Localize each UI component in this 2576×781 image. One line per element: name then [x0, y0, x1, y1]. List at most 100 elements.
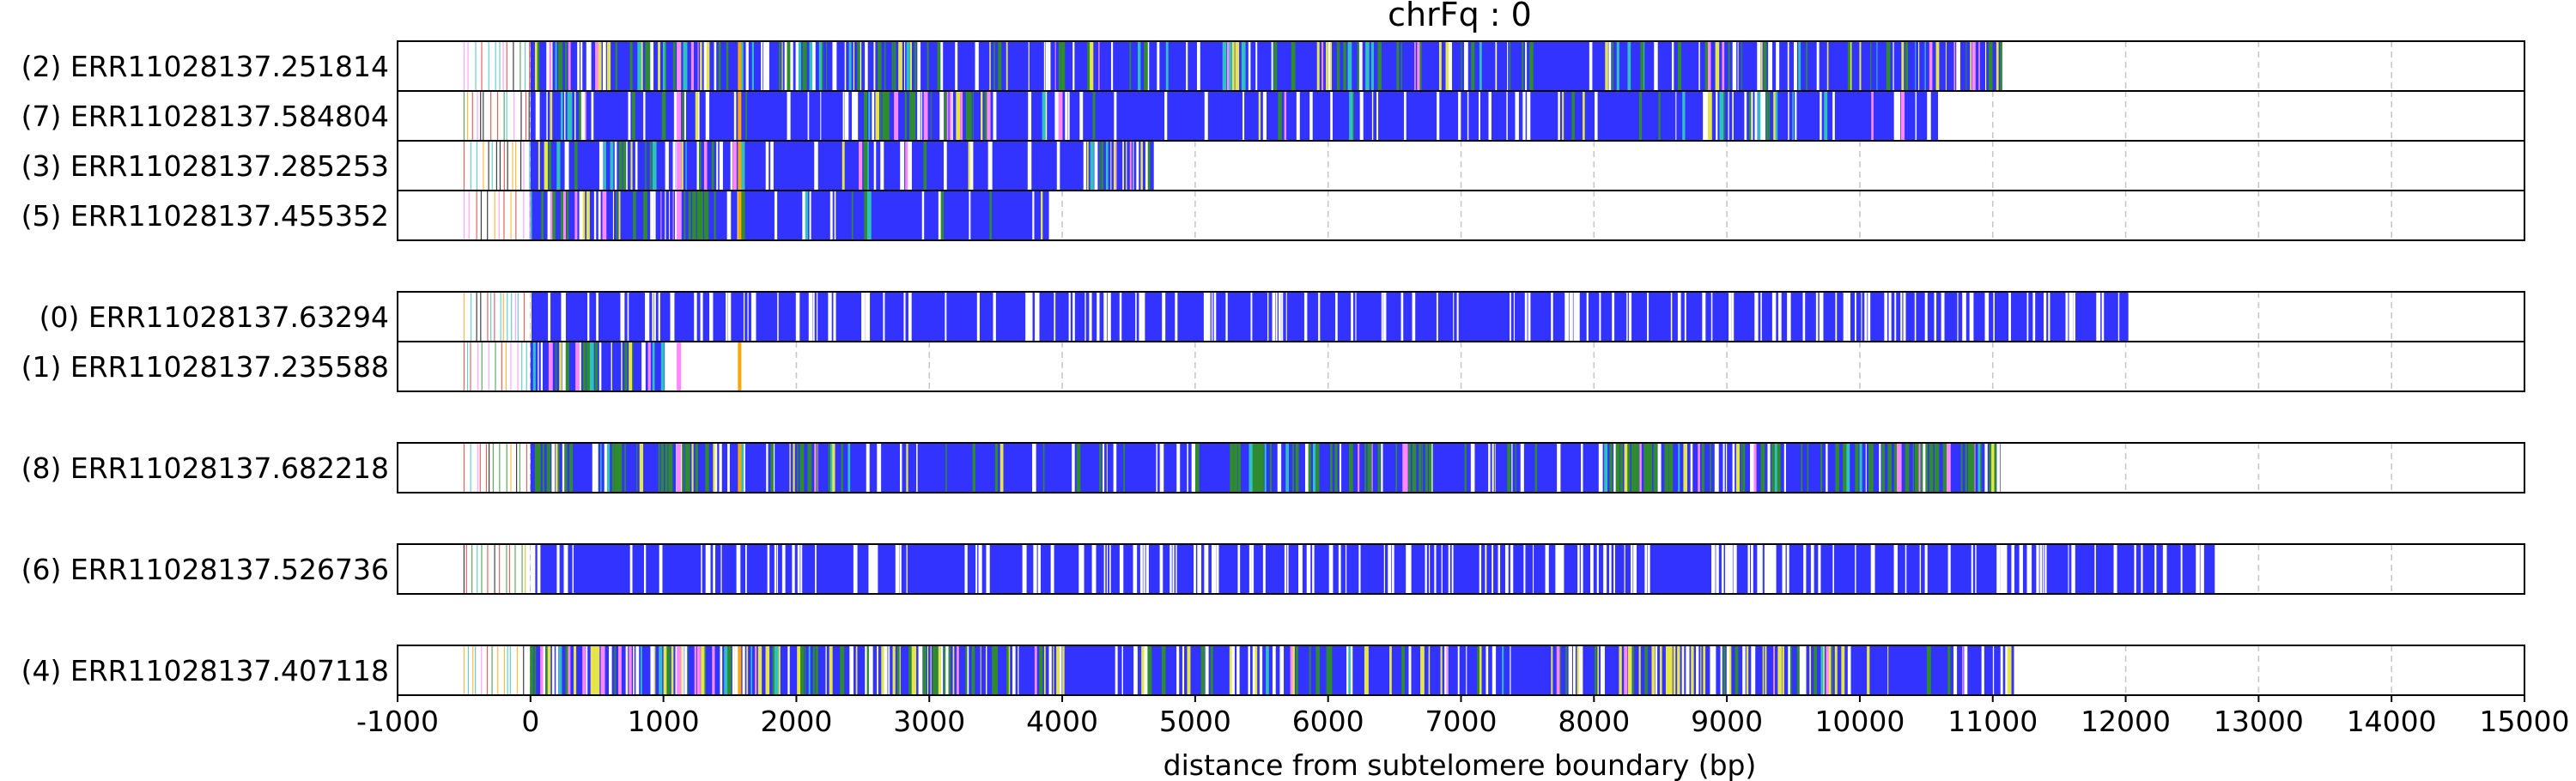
- track-mark: [1732, 91, 1734, 141]
- track-mark: [1291, 41, 1296, 91]
- track-mark: [1637, 443, 1640, 493]
- track-mark: [1777, 443, 1781, 493]
- track-mark: [969, 191, 971, 240]
- track-mark: [537, 544, 541, 594]
- track-mark: [899, 443, 902, 493]
- track-mark: [882, 91, 887, 141]
- track-mark: [989, 41, 991, 91]
- track-mark: [833, 292, 836, 342]
- track-mark: [1106, 443, 1108, 493]
- track-mark: [1900, 91, 1905, 141]
- track-mark: [1681, 645, 1685, 695]
- track-mark: [1471, 41, 1475, 91]
- track-mark: [1741, 41, 1742, 91]
- track-mark: [1989, 443, 1993, 493]
- track-mark: [1065, 91, 1068, 141]
- track-mark: [799, 443, 805, 493]
- track-mark: [945, 645, 949, 695]
- track-mark: [1414, 41, 1416, 91]
- track-mark: [653, 191, 656, 240]
- track-mark: [532, 342, 536, 391]
- track-mark: [1488, 91, 1492, 141]
- track-mark: [533, 544, 536, 594]
- track-mark: [2065, 292, 2069, 342]
- track-mark: [744, 443, 745, 493]
- track-mark: [1746, 645, 1749, 695]
- track-mark: [598, 141, 604, 191]
- track-mark: [1326, 41, 1328, 91]
- track-mark: [659, 544, 663, 594]
- track-mark: [1855, 443, 1859, 493]
- track-mark: [937, 41, 941, 91]
- track-mark: [586, 342, 592, 391]
- track-mark: [1159, 443, 1164, 493]
- track-mark: [600, 443, 602, 493]
- track-mark: [699, 191, 703, 240]
- track-mark: [732, 645, 735, 695]
- track-mark: [1036, 292, 1040, 342]
- track-mark: [672, 191, 674, 240]
- track-mark: [914, 645, 917, 695]
- track-mark: [548, 342, 553, 391]
- track-mark: [1569, 292, 1573, 342]
- track-mark: [1957, 292, 1959, 342]
- track-mark: [561, 292, 565, 342]
- track-mark: [1419, 443, 1422, 493]
- track-mark: [1133, 544, 1138, 594]
- track-mark: [1428, 645, 1431, 695]
- track-mark: [754, 292, 756, 342]
- track-mark: [1492, 544, 1494, 594]
- track-mark: [917, 41, 920, 91]
- track-mark: [602, 191, 607, 240]
- track-mark: [1670, 292, 1673, 342]
- track-mark: [698, 141, 702, 191]
- track-mark: [1789, 645, 1792, 695]
- track-mark: [1113, 443, 1117, 493]
- plot-area: (2) ERR11028137.251814 (7) ERR11028137.58…: [21, 40, 2569, 738]
- track-mark: [1577, 645, 1580, 695]
- track-mark: [1704, 41, 1710, 91]
- track-mark: [1364, 645, 1369, 695]
- read-label: (3) ERR11028137.285253: [21, 149, 389, 183]
- track-mark: [908, 141, 912, 191]
- track-mark: [1710, 443, 1711, 493]
- track-mark: [930, 91, 932, 141]
- track-mark: [629, 645, 632, 695]
- track-mark: [669, 191, 671, 240]
- track-mark: [1005, 41, 1008, 91]
- track-mark: [807, 443, 812, 493]
- track-mark: [707, 41, 710, 91]
- track-mark: [1510, 292, 1511, 342]
- track-mark: [677, 91, 682, 141]
- track-mark: [624, 342, 628, 391]
- track-mark: [1429, 443, 1433, 493]
- track-mark: [1558, 91, 1560, 141]
- track-mark: [1259, 645, 1263, 695]
- track-mark: [696, 191, 701, 240]
- track-mark: [1248, 645, 1250, 695]
- track-mark: [1575, 292, 1580, 342]
- track-mark: [1626, 292, 1628, 342]
- read-track: (4) ERR11028137.407118: [21, 645, 2525, 696]
- track-mark: [565, 41, 568, 91]
- track-mark: [899, 645, 901, 695]
- track-mark: [1677, 645, 1680, 695]
- track-mark: [2196, 544, 2200, 594]
- track-mark: [1653, 443, 1658, 493]
- track-mark: [1022, 544, 1027, 594]
- track-mark: [1978, 41, 1980, 91]
- track-mark: [1751, 645, 1756, 695]
- track-mark: [586, 191, 590, 240]
- track-mark: [1609, 443, 1613, 493]
- track-mark: [747, 292, 749, 342]
- track-mark: [587, 41, 592, 91]
- track-mark: [1090, 41, 1094, 91]
- track-mark: [1203, 292, 1207, 342]
- track-mark: [668, 443, 673, 493]
- track-mark: [2113, 544, 2117, 594]
- track-mark: [534, 41, 539, 91]
- track-mark: [663, 41, 665, 91]
- track-mark: [999, 443, 1004, 493]
- track-mark: [1205, 645, 1209, 695]
- track-mark: [774, 544, 777, 594]
